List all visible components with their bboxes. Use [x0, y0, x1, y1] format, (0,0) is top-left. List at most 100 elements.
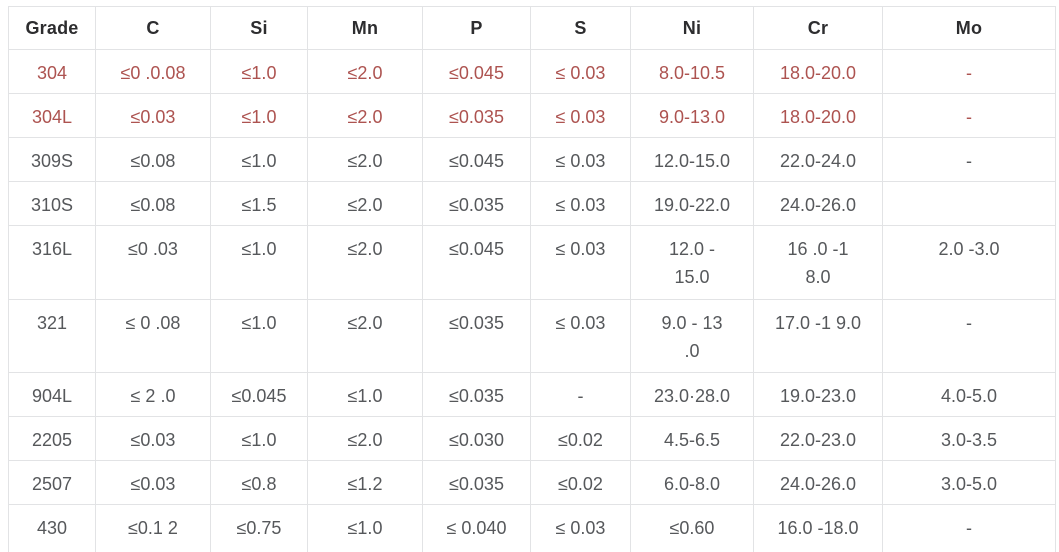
value-cell: ≤0.035: [422, 372, 531, 417]
value-cell: ≤0.03: [95, 460, 211, 505]
value-cell: 19.0-23.0: [753, 372, 883, 417]
value-cell: ≤2.0: [307, 93, 423, 138]
value-cell: ≤ 0.03: [530, 225, 631, 300]
value-cell: 16 .0 -1 8.0: [753, 225, 883, 300]
value-cell: ≤2.0: [307, 181, 423, 226]
column-header-c: C: [95, 6, 211, 50]
value-cell: 9.0 - 13 .0: [630, 299, 754, 373]
value-cell: ≤2.0: [307, 225, 423, 300]
value-cell: 22.0-24.0: [753, 137, 883, 182]
value-cell: 3.0-3.5: [882, 416, 1056, 461]
value-cell: ≤0 .03: [95, 225, 211, 300]
value-cell: ≤1.0: [307, 372, 423, 417]
grade-cell: 304: [8, 49, 96, 94]
composition-table: Grade C Si Mn P S Ni Cr Mo 304 ≤0 .0.08 …: [8, 6, 1056, 552]
value-cell: ≤0.03: [95, 416, 211, 461]
column-header-mo: Mo: [882, 6, 1056, 50]
value-cell: ≤0.02: [530, 460, 631, 505]
value-cell: 6.0-8.0: [630, 460, 754, 505]
table-row-321: 321 ≤ 0 .08 ≤1.0 ≤2.0 ≤0.035 ≤ 0.03 9.0 …: [8, 299, 1056, 373]
value-cell: 17.0 -1 9.0: [753, 299, 883, 373]
value-cell: ≤0.035: [422, 93, 531, 138]
value-cell: ≤0.045: [210, 372, 308, 417]
value-cell: ≤1.0: [307, 504, 423, 552]
column-header-cr: Cr: [753, 6, 883, 50]
value-cell: -: [882, 137, 1056, 182]
value-cell: ≤1.0: [210, 137, 308, 182]
value-cell: ≤ 2 .0: [95, 372, 211, 417]
column-header-mn: Mn: [307, 6, 423, 50]
value-cell: ≤ 0.03: [530, 49, 631, 94]
column-header-ni: Ni: [630, 6, 754, 50]
value-cell: 8.0-10.5: [630, 49, 754, 94]
table-row-430: 430 ≤0.1 2 ≤0.75 ≤1.0 ≤ 0.040 ≤ 0.03 ≤0.…: [8, 504, 1056, 552]
value-cell: ≤0.60: [630, 504, 754, 552]
value-cell: ≤ 0.03: [530, 181, 631, 226]
column-header-grade: Grade: [8, 6, 96, 50]
value-cell: 9.0-13.0: [630, 93, 754, 138]
value-cell: ≤0.035: [422, 181, 531, 226]
value-cell: ≤ 0 .08: [95, 299, 211, 373]
value-cell: 22.0-23.0: [753, 416, 883, 461]
table-row-310s: 310S ≤0.08 ≤1.5 ≤2.0 ≤0.035 ≤ 0.03 19.0-…: [8, 181, 1056, 226]
value-cell: ≤0.030: [422, 416, 531, 461]
value-cell: 2.0 -3.0: [882, 225, 1056, 300]
value-cell: 12.0-15.0: [630, 137, 754, 182]
value-cell: ≤ 0.03: [530, 299, 631, 373]
value-cell: ≤2.0: [307, 137, 423, 182]
value-cell: [882, 181, 1056, 226]
column-header-s: S: [530, 6, 631, 50]
value-cell: ≤0.045: [422, 49, 531, 94]
value-cell: 18.0-20.0: [753, 49, 883, 94]
value-cell: ≤ 0.03: [530, 504, 631, 552]
value-cell: ≤0.045: [422, 225, 531, 300]
column-header-si: Si: [210, 6, 308, 50]
grade-cell: 309S: [8, 137, 96, 182]
table-row-904l: 904L ≤ 2 .0 ≤0.045 ≤1.0 ≤0.035 - 23.0·28…: [8, 372, 1056, 417]
value-cell: ≤1.0: [210, 299, 308, 373]
value-cell: ≤0.035: [422, 460, 531, 505]
grade-cell: 904L: [8, 372, 96, 417]
value-cell: ≤1.0: [210, 416, 308, 461]
value-cell: -: [882, 93, 1056, 138]
value-cell: 23.0·28.0: [630, 372, 754, 417]
grade-cell: 310S: [8, 181, 96, 226]
table-row-304l: 304L ≤0.03 ≤1.0 ≤2.0 ≤0.035 ≤ 0.03 9.0-1…: [8, 93, 1056, 138]
value-cell: ≤2.0: [307, 49, 423, 94]
value-cell: 4.0-5.0: [882, 372, 1056, 417]
value-cell: 18.0-20.0: [753, 93, 883, 138]
grade-cell: 304L: [8, 93, 96, 138]
value-cell: ≤0 .0.08: [95, 49, 211, 94]
value-cell: ≤1.0: [210, 225, 308, 300]
value-cell: 4.5-6.5: [630, 416, 754, 461]
table-row-316l: 316L ≤0 .03 ≤1.0 ≤2.0 ≤0.045 ≤ 0.03 12.0…: [8, 225, 1056, 300]
value-cell: ≤0.035: [422, 299, 531, 373]
grade-cell: 430: [8, 504, 96, 552]
value-cell: -: [530, 372, 631, 417]
value-cell: ≤0.045: [422, 137, 531, 182]
value-cell: -: [882, 299, 1056, 373]
value-cell: ≤2.0: [307, 299, 423, 373]
value-cell: ≤0.02: [530, 416, 631, 461]
value-cell: ≤0.1 2: [95, 504, 211, 552]
value-cell: ≤2.0: [307, 416, 423, 461]
value-cell: 3.0-5.0: [882, 460, 1056, 505]
value-cell: ≤0.08: [95, 137, 211, 182]
value-cell: ≤1.0: [210, 49, 308, 94]
value-cell: 12.0 - 15.0: [630, 225, 754, 300]
grade-cell: 2205: [8, 416, 96, 461]
value-cell: 24.0-26.0: [753, 460, 883, 505]
value-cell: ≤0.8: [210, 460, 308, 505]
value-cell: 19.0-22.0: [630, 181, 754, 226]
table-row-2507: 2507 ≤0.03 ≤0.8 ≤1.2 ≤0.035 ≤0.02 6.0-8.…: [8, 460, 1056, 505]
column-header-p: P: [422, 6, 531, 50]
header-row: Grade C Si Mn P S Ni Cr Mo: [8, 6, 1056, 50]
value-cell: ≤ 0.03: [530, 93, 631, 138]
value-cell: 24.0-26.0: [753, 181, 883, 226]
table-row-2205: 2205 ≤0.03 ≤1.0 ≤2.0 ≤0.030 ≤0.02 4.5-6.…: [8, 416, 1056, 461]
table-row-304: 304 ≤0 .0.08 ≤1.0 ≤2.0 ≤0.045 ≤ 0.03 8.0…: [8, 49, 1056, 94]
grade-cell: 2507: [8, 460, 96, 505]
value-cell: ≤0.08: [95, 181, 211, 226]
value-cell: -: [882, 504, 1056, 552]
